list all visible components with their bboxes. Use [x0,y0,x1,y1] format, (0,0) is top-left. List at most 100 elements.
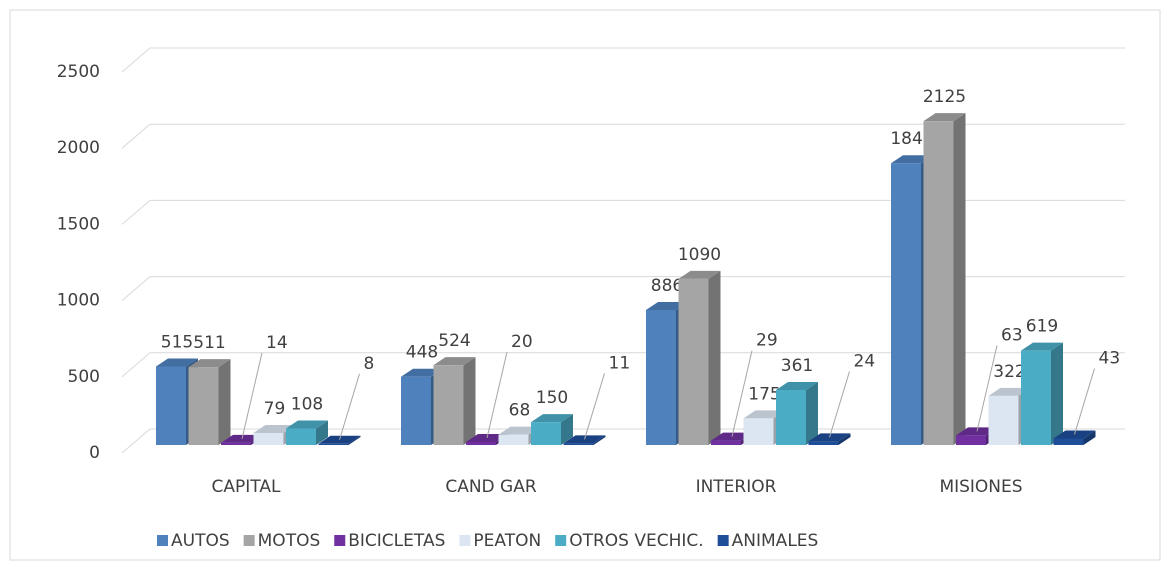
bar-side [348,435,361,445]
bar [646,309,676,445]
bar-top [433,357,476,366]
bar-top [988,387,1031,396]
bar-side [1083,430,1096,445]
bar [923,121,954,446]
bar [808,441,839,445]
y-tick-label: 2000 [57,138,100,158]
bar-top [1021,342,1063,351]
legend-label: ANIMALES [732,531,819,551]
bar-top [646,301,688,310]
x-tick-label: CAPITAL [212,477,281,497]
leader-line [486,351,508,439]
bar [563,443,594,445]
data-label: 79 [264,399,286,419]
bar-top [531,414,573,423]
bar-top [498,426,541,435]
y-tick-label: 2500 [57,62,100,82]
bar [188,367,219,445]
leader-line [1074,368,1095,435]
bar-top [188,359,231,368]
data-label: 448 [406,343,438,363]
leader-line [829,371,850,438]
bar-top [286,420,328,429]
leader-line [584,373,605,440]
y-tick-label: 1000 [57,291,100,311]
bar [956,435,986,445]
grid-line [121,47,1125,73]
legend-swatch [459,535,471,546]
bar [433,365,464,445]
bar-top [743,410,786,419]
bar-side [561,414,573,445]
x-tick-label: CAND GAR [445,477,537,497]
data-label: 68 [509,401,531,421]
grid-line [121,199,1125,225]
legend-swatch [717,535,729,546]
legend-label: BICICLETAS [348,531,445,551]
legend-swatch [334,535,346,546]
bar [776,389,806,445]
y-tick-label: 1500 [57,214,100,234]
y-tick-label: 500 [68,367,100,387]
bar-side [1051,342,1063,445]
bar [743,418,774,445]
data-label: 43 [1099,348,1121,368]
legend-swatch [243,535,255,546]
legend-swatch [157,535,168,546]
data-label: 150 [536,388,568,408]
legend-label: MOTOS [258,531,321,551]
data-label: 515 [161,333,193,353]
data-label: 322 [993,362,1025,382]
data-label: 108 [291,395,323,415]
leader-line [731,350,753,437]
leader-line [241,352,263,439]
legend-label: OTROS VECHIC. [569,531,703,551]
bar-top [678,270,721,279]
data-label: 1090 [678,245,721,265]
data-label: 24 [854,351,876,371]
bar-side [316,420,328,445]
grid-line [121,123,1125,149]
bar [531,422,561,445]
bar [466,441,496,445]
bar-side [463,357,476,445]
data-label: 524 [438,331,470,351]
chart-border [9,9,1161,561]
legend-label: AUTOS [171,531,230,551]
data-label: 886 [651,276,683,296]
bar-top [253,424,296,433]
y-tick-label: 0 [89,443,100,463]
bar [891,163,921,445]
bar-side [218,359,231,445]
bar-side [953,113,966,446]
bar-side [593,435,606,445]
data-label: 2125 [923,87,966,107]
data-label: 511 [193,333,225,353]
data-label: 29 [756,331,778,351]
bar [1053,438,1084,445]
data-label: 175 [748,384,780,404]
bar-side [708,270,721,445]
bar-side [838,433,851,445]
leader-line [976,345,998,432]
grid-line [121,352,1125,378]
bar [988,395,1019,445]
bar [156,366,186,445]
bar [711,440,741,445]
data-label: 361 [781,356,813,376]
legend-swatch [555,535,567,546]
bar [678,278,709,445]
bar-side [806,381,818,445]
bar-top [776,381,818,390]
data-label: 1849 [890,129,933,149]
data-label: 619 [1026,317,1058,337]
bar-top [923,113,966,122]
bar [221,442,251,445]
x-tick-label: INTERIOR [696,477,777,497]
grid-line [121,276,1125,301]
bar [498,434,529,445]
data-label: 63 [1001,325,1023,345]
bar [286,428,316,445]
bar-top [891,155,933,164]
